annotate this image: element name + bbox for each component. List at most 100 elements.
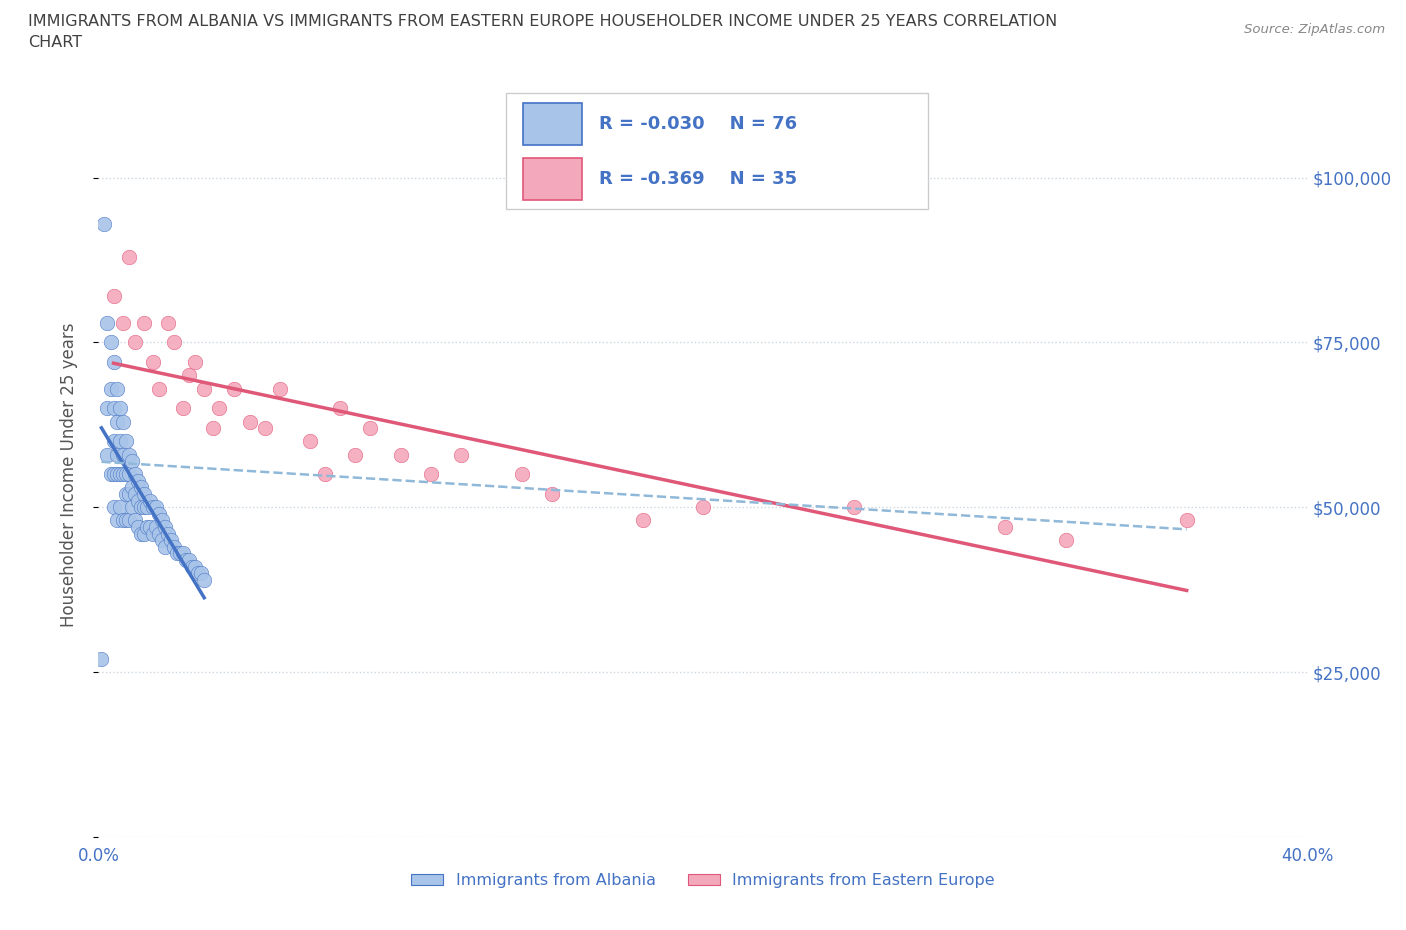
Point bbox=[135, 499, 157, 514]
Point bbox=[105, 467, 128, 482]
Point bbox=[118, 513, 141, 528]
Point bbox=[124, 513, 146, 528]
Point bbox=[156, 526, 179, 541]
Point bbox=[172, 401, 194, 416]
Point bbox=[139, 493, 162, 508]
Point bbox=[96, 315, 118, 330]
Point bbox=[344, 447, 367, 462]
Point bbox=[389, 447, 412, 462]
Point bbox=[105, 381, 128, 396]
Point bbox=[184, 559, 207, 574]
Point bbox=[181, 559, 204, 574]
Point bbox=[132, 526, 155, 541]
Point bbox=[299, 434, 322, 449]
Point bbox=[163, 335, 186, 350]
Point bbox=[224, 381, 246, 396]
Point bbox=[121, 499, 143, 514]
Point bbox=[145, 499, 167, 514]
Point bbox=[142, 499, 165, 514]
Point bbox=[844, 499, 866, 514]
Point bbox=[420, 467, 443, 482]
Point bbox=[103, 499, 125, 514]
Point bbox=[103, 434, 125, 449]
Point bbox=[121, 480, 143, 495]
Point bbox=[114, 513, 136, 528]
Point bbox=[129, 499, 152, 514]
Point bbox=[179, 552, 201, 567]
Point bbox=[118, 467, 141, 482]
Point bbox=[108, 467, 131, 482]
Point bbox=[1054, 533, 1077, 548]
Point bbox=[139, 520, 162, 535]
Text: R = -0.030    N = 76: R = -0.030 N = 76 bbox=[599, 115, 797, 133]
Point bbox=[153, 520, 176, 535]
Point bbox=[90, 652, 112, 667]
Point bbox=[994, 520, 1017, 535]
Point bbox=[148, 381, 170, 396]
Point bbox=[118, 249, 141, 264]
Point bbox=[127, 493, 149, 508]
Point bbox=[150, 513, 173, 528]
Text: Source: ZipAtlas.com: Source: ZipAtlas.com bbox=[1244, 23, 1385, 36]
Legend: Immigrants from Albania, Immigrants from Eastern Europe: Immigrants from Albania, Immigrants from… bbox=[405, 867, 1001, 895]
Point bbox=[1175, 513, 1198, 528]
Point bbox=[179, 368, 201, 383]
Point bbox=[450, 447, 472, 462]
Point bbox=[105, 447, 128, 462]
Point bbox=[153, 539, 176, 554]
Point bbox=[142, 354, 165, 369]
Text: IMMIGRANTS FROM ALBANIA VS IMMIGRANTS FROM EASTERN EUROPE HOUSEHOLDER INCOME UND: IMMIGRANTS FROM ALBANIA VS IMMIGRANTS FR… bbox=[28, 14, 1057, 50]
Point bbox=[166, 546, 188, 561]
Point bbox=[118, 447, 141, 462]
FancyBboxPatch shape bbox=[523, 158, 582, 200]
Point bbox=[124, 467, 146, 482]
Point bbox=[96, 401, 118, 416]
Point bbox=[93, 217, 115, 232]
Point bbox=[103, 401, 125, 416]
Point bbox=[103, 289, 125, 304]
FancyBboxPatch shape bbox=[506, 93, 928, 209]
Point bbox=[132, 486, 155, 501]
Point bbox=[96, 447, 118, 462]
Point bbox=[253, 420, 276, 435]
Point bbox=[129, 480, 152, 495]
Point bbox=[127, 520, 149, 535]
Point bbox=[631, 513, 654, 528]
Point bbox=[111, 513, 134, 528]
Point bbox=[100, 335, 122, 350]
Point bbox=[111, 467, 134, 482]
Point bbox=[187, 565, 209, 580]
Point bbox=[510, 467, 533, 482]
Y-axis label: Householder Income Under 25 years: Householder Income Under 25 years bbox=[59, 322, 77, 627]
Point bbox=[132, 499, 155, 514]
Point bbox=[108, 434, 131, 449]
Point bbox=[135, 520, 157, 535]
Point bbox=[150, 533, 173, 548]
Point bbox=[148, 507, 170, 522]
Point bbox=[202, 420, 225, 435]
Point bbox=[148, 526, 170, 541]
Point bbox=[360, 420, 382, 435]
Point bbox=[172, 546, 194, 561]
Point bbox=[160, 533, 183, 548]
Point bbox=[105, 513, 128, 528]
Point bbox=[124, 335, 146, 350]
Point bbox=[118, 486, 141, 501]
Point bbox=[108, 499, 131, 514]
Text: R = -0.369    N = 35: R = -0.369 N = 35 bbox=[599, 170, 797, 188]
Point bbox=[111, 447, 134, 462]
Point bbox=[184, 354, 207, 369]
Point bbox=[129, 526, 152, 541]
Point bbox=[156, 315, 179, 330]
Point bbox=[105, 414, 128, 429]
Point bbox=[145, 520, 167, 535]
Point bbox=[127, 473, 149, 488]
Point bbox=[239, 414, 262, 429]
Point bbox=[100, 467, 122, 482]
Point bbox=[108, 401, 131, 416]
FancyBboxPatch shape bbox=[523, 103, 582, 145]
Point bbox=[111, 315, 134, 330]
Point bbox=[174, 552, 197, 567]
Point bbox=[193, 572, 215, 587]
Point bbox=[103, 467, 125, 482]
